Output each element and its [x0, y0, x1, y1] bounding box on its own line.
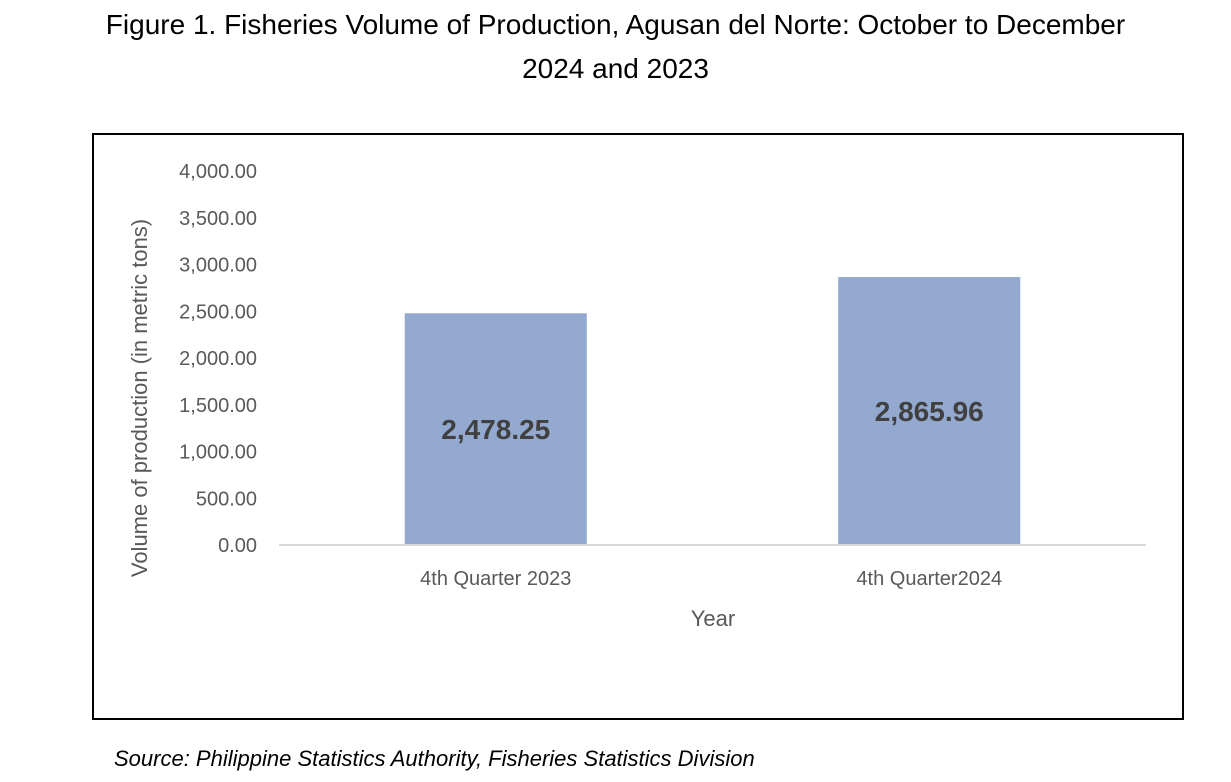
source-note: Source: Philippine Statistics Authority,… [114, 746, 755, 771]
y-tick-label: 2,000.00 [179, 348, 257, 370]
chart-title-line-2: 2024 and 2023 [522, 53, 709, 84]
bar-data-label: 2,478.25 [441, 414, 550, 445]
y-tick-label: 3,000.00 [179, 255, 257, 277]
chart-frame [92, 133, 1184, 720]
x-tick-label: 4th Quarter 2023 [420, 568, 571, 590]
x-tick-label: 4th Quarter2024 [856, 568, 1002, 590]
chart-title-line-1: Figure 1. Fisheries Volume of Production… [105, 9, 1126, 40]
y-tick-label: 0.00 [218, 535, 257, 557]
x-axis-title: Year [691, 606, 735, 631]
y-tick-label: 4,000.00 [179, 161, 257, 183]
y-axis-title: Volume of production (in metric tons) [127, 219, 152, 577]
y-tick-label: 1,000.00 [179, 442, 257, 464]
y-tick-label: 1,500.00 [179, 395, 257, 417]
y-tick-label: 500.00 [196, 488, 257, 510]
bar [838, 277, 1021, 545]
bar [404, 313, 587, 545]
y-tick-label: 2,500.00 [179, 301, 257, 323]
bar-data-label: 2,865.96 [875, 396, 984, 427]
y-tick-label: 3,500.00 [179, 208, 257, 230]
